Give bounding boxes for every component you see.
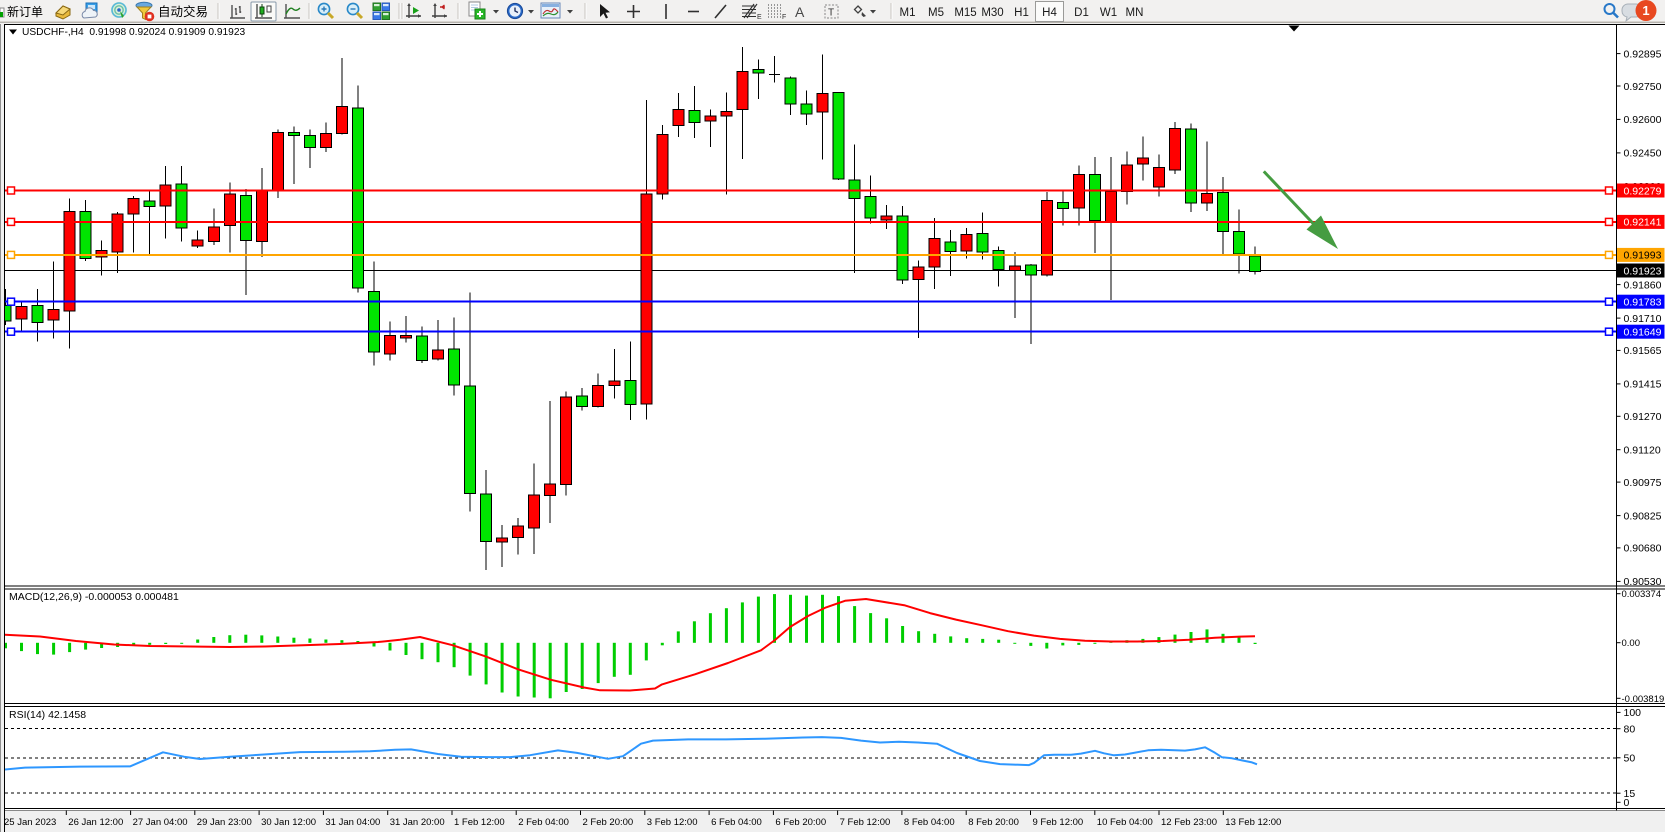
svg-text:0.91565: 0.91565 — [1624, 345, 1662, 357]
svg-text:H1: H1 — [1014, 7, 1029, 19]
svg-text:M15: M15 — [954, 7, 976, 19]
svg-text:0.91120: 0.91120 — [1624, 445, 1661, 457]
svg-text:2 Feb 04:00: 2 Feb 04:00 — [518, 817, 569, 828]
svg-text:W1: W1 — [1100, 7, 1117, 19]
svg-text:M5: M5 — [928, 7, 944, 19]
svg-text:0: 0 — [1624, 797, 1630, 809]
svg-text:D1: D1 — [1074, 7, 1089, 19]
svg-text:8 Feb 04:00: 8 Feb 04:00 — [904, 817, 955, 828]
svg-text:MN: MN — [1126, 7, 1144, 19]
svg-text:0.90680: 0.90680 — [1624, 543, 1662, 555]
svg-text:9 Feb 12:00: 9 Feb 12:00 — [1033, 817, 1084, 828]
svg-text:26 Jan 12:00: 26 Jan 12:00 — [68, 817, 123, 828]
svg-text:6 Feb 20:00: 6 Feb 20:00 — [775, 817, 826, 828]
svg-text:0.92600: 0.92600 — [1624, 114, 1662, 126]
svg-text:27 Jan 04:00: 27 Jan 04:00 — [133, 817, 188, 828]
svg-text:M30: M30 — [981, 7, 1003, 19]
svg-text:0.00: 0.00 — [1622, 638, 1641, 649]
svg-text:1: 1 — [1642, 3, 1649, 18]
svg-text:13 Feb 12:00: 13 Feb 12:00 — [1225, 817, 1281, 828]
svg-text:0.91860: 0.91860 — [1624, 279, 1662, 291]
svg-text:8 Feb 20:00: 8 Feb 20:00 — [968, 817, 1019, 828]
svg-text:自动交易: 自动交易 — [158, 4, 208, 19]
svg-text:7 Feb 12:00: 7 Feb 12:00 — [840, 817, 891, 828]
svg-text:E: E — [757, 14, 762, 21]
svg-text:MACD(12,26,9) -0.000053 0.0004: MACD(12,26,9) -0.000053 0.000481 — [9, 591, 179, 603]
svg-text:T: T — [828, 8, 834, 19]
svg-text:12 Feb 23:00: 12 Feb 23:00 — [1161, 817, 1217, 828]
svg-text:10 Feb 04:00: 10 Feb 04:00 — [1097, 817, 1153, 828]
svg-text:100: 100 — [1624, 707, 1642, 719]
svg-text:F: F — [782, 14, 786, 21]
svg-text:USDCHF-,H4 0.91998 0.92024 0.: USDCHF-,H4 0.91998 0.92024 0.91909 0.919… — [22, 27, 245, 38]
svg-text:0.003374: 0.003374 — [1622, 589, 1662, 600]
svg-text:1 Feb 12:00: 1 Feb 12:00 — [454, 817, 505, 828]
svg-text:0.92141: 0.92141 — [1624, 217, 1662, 229]
svg-text:3 Feb 12:00: 3 Feb 12:00 — [647, 817, 698, 828]
svg-text:0.91923: 0.91923 — [1624, 265, 1662, 277]
svg-text:25 Jan 2023: 25 Jan 2023 — [5, 817, 56, 828]
svg-text:50: 50 — [1624, 753, 1636, 765]
svg-text:6 Feb 04:00: 6 Feb 04:00 — [711, 817, 762, 828]
svg-text:80: 80 — [1624, 724, 1636, 736]
svg-text:31 Jan 20:00: 31 Jan 20:00 — [390, 817, 445, 828]
svg-text:RSI(14) 42.1458: RSI(14) 42.1458 — [9, 709, 86, 721]
svg-text:新订单: 新订单 — [7, 4, 43, 19]
svg-text:2 Feb 20:00: 2 Feb 20:00 — [583, 817, 634, 828]
svg-text:A: A — [795, 4, 805, 20]
svg-text:H4: H4 — [1042, 7, 1057, 19]
svg-text:0.91993: 0.91993 — [1624, 250, 1662, 262]
svg-text:0.92895: 0.92895 — [1624, 48, 1662, 60]
svg-text:0.90530: 0.90530 — [1624, 576, 1662, 588]
svg-text:15: 15 — [1624, 788, 1636, 800]
svg-text:0.91270: 0.91270 — [1624, 411, 1662, 423]
svg-text:0.91710: 0.91710 — [1624, 313, 1662, 325]
svg-text:0.92750: 0.92750 — [1624, 81, 1662, 93]
svg-text:0.91783: 0.91783 — [1624, 297, 1662, 309]
svg-text:0.92450: 0.92450 — [1624, 148, 1662, 160]
svg-text:0.90975: 0.90975 — [1624, 477, 1662, 489]
svg-text:0.90825: 0.90825 — [1624, 510, 1662, 522]
svg-text:30 Jan 12:00: 30 Jan 12:00 — [261, 817, 316, 828]
svg-text:M1: M1 — [900, 7, 916, 19]
svg-text:-0.003819: -0.003819 — [1622, 694, 1665, 705]
svg-text:0.91649: 0.91649 — [1624, 327, 1662, 339]
svg-text:29 Jan 23:00: 29 Jan 23:00 — [197, 817, 252, 828]
svg-text:0.92279: 0.92279 — [1624, 185, 1662, 197]
svg-text:0.91415: 0.91415 — [1624, 379, 1662, 391]
svg-text:31 Jan 04:00: 31 Jan 04:00 — [325, 817, 380, 828]
